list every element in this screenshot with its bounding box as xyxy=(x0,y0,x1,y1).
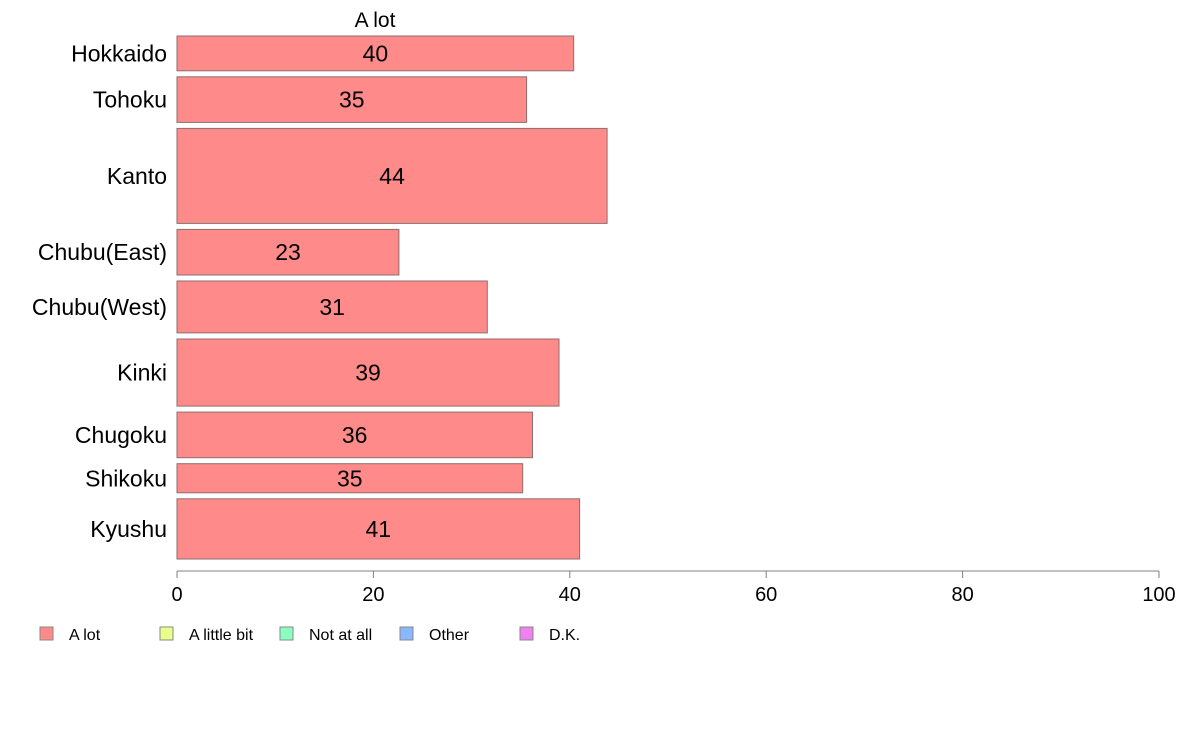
x-tick-label: 20 xyxy=(362,584,384,606)
legend-swatch xyxy=(399,626,414,641)
x-axis: 0 20 40 60 80 100 xyxy=(171,570,1176,606)
legend-label: Other xyxy=(429,627,470,644)
y-tick-label: Tohoku xyxy=(93,87,167,113)
bar-chubu-west xyxy=(176,280,488,334)
x-tick-label: 60 xyxy=(755,584,777,606)
bar-value-label: 36 xyxy=(342,422,368,448)
legend-label: D.K. xyxy=(549,627,580,644)
x-tick-label: 100 xyxy=(1142,584,1175,606)
legend-swatch xyxy=(159,626,174,641)
bar-value-label: 40 xyxy=(363,40,389,66)
y-tick-label: Chubu(West) xyxy=(32,294,167,320)
bar-chubu-east xyxy=(176,228,400,276)
bar-value-label: 31 xyxy=(319,294,345,320)
legend-swatch xyxy=(519,626,534,641)
legend-swatch xyxy=(279,626,294,641)
bar-value-label: 41 xyxy=(366,516,392,542)
bar-value-label: 39 xyxy=(355,360,381,386)
x-tick-label: 80 xyxy=(951,584,973,606)
y-tick-label: Chugoku xyxy=(75,422,167,448)
bar-kyushu xyxy=(176,498,581,560)
y-tick-label: Shikoku xyxy=(85,465,167,491)
bar-value-label: 23 xyxy=(275,239,301,265)
bar-shikoku xyxy=(176,463,524,494)
bar-kinki xyxy=(176,338,560,407)
bar-hokkaido xyxy=(176,35,575,72)
y-tick-label: Kyushu xyxy=(90,516,167,542)
x-tick-label: 40 xyxy=(559,584,581,606)
legend-label: Not at all xyxy=(309,627,372,644)
bar-tohoku xyxy=(176,76,528,123)
y-tick-label: Chubu(East) xyxy=(38,239,167,265)
legend-label: A little bit xyxy=(189,627,254,644)
bar-value-label: 35 xyxy=(339,87,365,113)
chart-title: A lot xyxy=(355,9,396,32)
bar-value-label: 35 xyxy=(337,465,363,491)
y-tick-label: Kinki xyxy=(117,360,167,386)
legend: A lot A little bit Not at all Other D.K. xyxy=(39,626,580,644)
y-axis: Hokkaido Tohoku Kanto Chubu(East) Chubu(West… xyxy=(32,40,167,542)
legend-label: A lot xyxy=(69,627,101,644)
y-tick-label: Hokkaido xyxy=(71,40,167,66)
bar-kanto xyxy=(176,127,608,224)
bar-chugoku xyxy=(176,411,533,459)
legend-swatch xyxy=(39,626,54,641)
y-tick-label: Kanto xyxy=(107,163,167,189)
x-tick-label: 0 xyxy=(171,584,182,606)
bar-value-label: 44 xyxy=(379,163,405,189)
